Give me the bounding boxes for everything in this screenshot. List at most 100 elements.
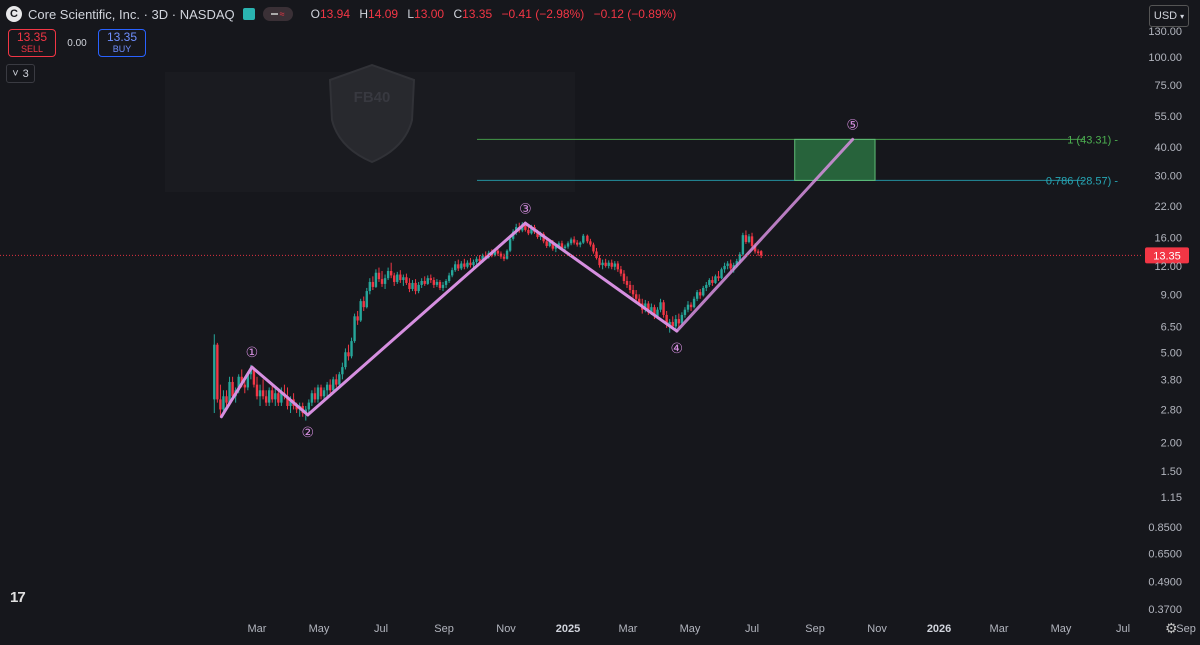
candle-body bbox=[711, 280, 714, 283]
candle-body bbox=[524, 224, 527, 230]
wave-segment bbox=[523, 221, 679, 333]
candle-body bbox=[264, 396, 268, 403]
x-tick-label: Nov bbox=[496, 623, 516, 635]
candle-body bbox=[505, 250, 509, 259]
candle-body bbox=[441, 284, 445, 288]
candle-body bbox=[350, 341, 353, 357]
candle-body bbox=[286, 396, 289, 406]
candle-body bbox=[499, 253, 503, 257]
candle-body bbox=[280, 393, 283, 403]
candle-body bbox=[545, 241, 548, 246]
candle-body bbox=[695, 292, 699, 299]
candle-body bbox=[426, 278, 429, 284]
x-tick-label: Jul bbox=[745, 623, 759, 635]
candle-body bbox=[595, 251, 598, 259]
candle-body bbox=[650, 307, 653, 313]
candle-body bbox=[502, 256, 506, 259]
watermark-text: FB40 bbox=[354, 89, 391, 106]
candle-body bbox=[246, 374, 250, 388]
candle-body bbox=[708, 280, 711, 285]
candle-body bbox=[447, 275, 451, 282]
candle-body bbox=[417, 284, 420, 292]
tradingview-logo[interactable]: 17 bbox=[10, 589, 26, 606]
candle-body bbox=[213, 344, 216, 400]
candle-body bbox=[389, 270, 393, 276]
minus-icon bbox=[270, 13, 278, 15]
candle-body bbox=[702, 287, 705, 296]
candle-body bbox=[717, 276, 720, 279]
candle-body bbox=[668, 321, 671, 325]
candle-body bbox=[347, 352, 350, 357]
candle-body bbox=[307, 402, 311, 410]
x-tick-label: May bbox=[309, 623, 330, 635]
candle-body bbox=[289, 399, 292, 406]
candle-body bbox=[478, 258, 481, 262]
candle-body bbox=[450, 270, 454, 276]
wave-icon: ≈ bbox=[279, 9, 285, 19]
candle-body bbox=[393, 275, 396, 282]
sell-button[interactable]: 13.35 SELL bbox=[8, 29, 56, 57]
candle-body bbox=[432, 280, 436, 285]
fib-label: 1 (43.31) - bbox=[1067, 134, 1118, 146]
x-tick-label: 2026 bbox=[927, 623, 951, 635]
candle-body bbox=[637, 298, 641, 304]
candle-body bbox=[386, 270, 390, 279]
price-axis[interactable]: 0.3700 0.4900 0.6500 0.8500 1.15 1.50 2.00 2.80… bbox=[1148, 26, 1182, 616]
candle-body bbox=[604, 262, 607, 266]
candle-body bbox=[692, 298, 696, 308]
data-mode-toggle[interactable]: ≈ bbox=[262, 7, 293, 21]
candle-body bbox=[222, 396, 225, 410]
gear-icon[interactable]: ⚙ bbox=[1165, 620, 1178, 636]
candle-body bbox=[243, 384, 246, 388]
candle-body bbox=[759, 251, 763, 256]
candle-body bbox=[527, 229, 530, 234]
wave-label: ② bbox=[302, 425, 315, 441]
candle-body bbox=[753, 245, 757, 252]
y-tick-label: 55.00 bbox=[1154, 111, 1182, 123]
candle-body bbox=[569, 239, 573, 244]
candle-body bbox=[359, 301, 362, 321]
high-label: H bbox=[359, 7, 369, 21]
fib-label: 0.786 (28.57) - bbox=[1046, 175, 1118, 187]
candle-body bbox=[698, 292, 702, 296]
currency-label: USD bbox=[1153, 10, 1178, 22]
candle-body bbox=[601, 262, 604, 266]
change-value: −0.41 (−2.98%) bbox=[501, 7, 585, 21]
y-tick-label: 75.00 bbox=[1154, 80, 1182, 92]
candle-body bbox=[622, 273, 626, 282]
candle-body bbox=[508, 238, 512, 251]
candle-body bbox=[335, 379, 338, 385]
candle-body bbox=[536, 232, 539, 237]
candle-body bbox=[575, 242, 579, 245]
buy-button[interactable]: 13.35 BUY bbox=[98, 29, 146, 57]
change-value-2: −0.12 (−0.89%) bbox=[593, 7, 677, 21]
candle-body bbox=[589, 241, 592, 245]
candle-body bbox=[261, 390, 265, 397]
wave-label: ① bbox=[246, 345, 259, 361]
candle-body bbox=[414, 282, 417, 292]
candle-body bbox=[344, 352, 347, 368]
y-tick-label: 6.50 bbox=[1161, 321, 1182, 333]
candle-body bbox=[647, 303, 650, 313]
symbol-title[interactable]: Core Scientific, Inc. · 3D · NASDAQ bbox=[28, 6, 235, 22]
candle-body bbox=[659, 302, 662, 310]
candle-body bbox=[377, 272, 381, 280]
candle-body bbox=[371, 281, 375, 287]
candle-body bbox=[332, 379, 335, 391]
x-tick-label: Nov bbox=[867, 623, 887, 635]
candle-body bbox=[325, 384, 329, 391]
time-axis[interactable]: Mar May Jul Sep Nov 2025 Mar May Jul Sep Nov 2026 Ma… bbox=[248, 623, 1196, 635]
currency-select[interactable]: USD ▾ bbox=[1149, 5, 1189, 27]
indicators-toggle[interactable]: ˅ 3 bbox=[6, 64, 35, 83]
candle-body bbox=[408, 282, 411, 289]
buy-price: 13.35 bbox=[106, 30, 138, 44]
candle-body bbox=[277, 393, 280, 403]
candle-body bbox=[579, 242, 582, 245]
candle-body bbox=[237, 376, 240, 391]
close-value: 13.35 bbox=[462, 7, 493, 21]
buy-label: BUY bbox=[112, 44, 132, 54]
candle-body bbox=[683, 309, 687, 315]
candle-body bbox=[472, 261, 475, 266]
candle-body bbox=[341, 367, 344, 375]
